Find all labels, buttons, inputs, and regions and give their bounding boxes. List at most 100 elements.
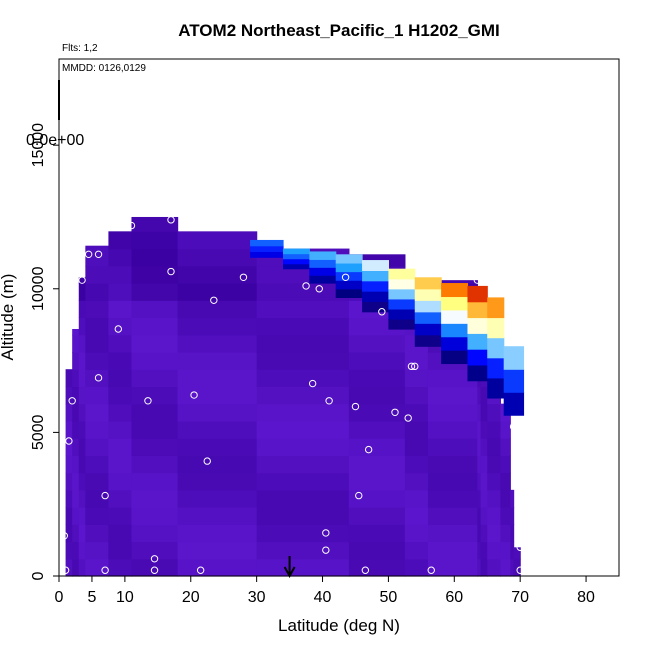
- arrow-head: [283, 566, 296, 579]
- heatmap-cell: [477, 420, 482, 439]
- heatmap-cell: [78, 507, 86, 525]
- heatmap-cell: [85, 403, 110, 422]
- heatmap-cell: [467, 364, 488, 382]
- heatmap-cell: [414, 323, 442, 336]
- heatmap-cell: [404, 351, 429, 370]
- heatmap-cell: [72, 403, 80, 422]
- heatmap-cell: [467, 349, 488, 366]
- heatmap-cell: [256, 489, 350, 508]
- heatmap-cell: [427, 386, 478, 405]
- heatmap-cell: [72, 472, 80, 491]
- heatmap-cell: [65, 472, 73, 491]
- heatmap-cell: [500, 455, 511, 474]
- heatmap-cell: [477, 524, 482, 543]
- heatmap-cell: [487, 541, 502, 560]
- heatmap-cell: [467, 333, 488, 350]
- heatmap-cell: [427, 489, 478, 508]
- heatmap-cell: [414, 277, 442, 290]
- observation-point: [473, 276, 482, 284]
- heatmap-cell: [487, 337, 505, 359]
- heatmap-cell: [177, 231, 258, 250]
- heatmap-cell: [362, 270, 390, 282]
- heatmap-cell: [503, 346, 525, 370]
- heatmap-cell: [414, 311, 442, 324]
- heatmap-cell: [477, 386, 482, 405]
- heatmap-cell: [427, 541, 478, 560]
- heatmap-cell: [108, 283, 133, 301]
- heatmap-cell: [72, 455, 80, 474]
- heatmap-cell: [85, 472, 110, 491]
- heatmap-cell: [85, 524, 110, 543]
- y-axis-label: Altitude (m): [0, 274, 17, 361]
- heatmap-cell: [500, 507, 511, 525]
- heatmap-cell: [72, 420, 80, 439]
- heatmap-cell: [65, 386, 73, 405]
- heatmap-cell: [500, 472, 511, 491]
- heatmap-cell: [78, 300, 86, 319]
- heatmap-cell: [503, 392, 525, 416]
- heatmap-cell: [256, 438, 350, 456]
- heatmap-cell: [500, 541, 511, 560]
- heatmap-cell: [500, 489, 511, 508]
- heatmap-cell: [65, 507, 73, 525]
- observation-point: [65, 437, 73, 445]
- heatmap-cell: [487, 489, 502, 508]
- y-tick-label: 10000: [30, 266, 47, 311]
- observation-point: [341, 273, 350, 281]
- observation-point: [84, 250, 93, 259]
- heatmap-cell: [177, 558, 258, 577]
- heatmap-cell: [256, 455, 350, 474]
- heatmap-cell: [500, 524, 511, 543]
- heatmap-cell: [131, 351, 179, 370]
- heatmap-cell: [283, 258, 310, 265]
- heatmap-cell: [177, 524, 258, 543]
- heatmap-cell: [480, 420, 488, 439]
- heatmap-cell: [131, 283, 179, 301]
- heatmap-cell: [480, 455, 488, 474]
- heatmap-cell: [85, 369, 110, 388]
- latitude-arrow-marker: [283, 556, 296, 579]
- heatmap-cell: [177, 420, 258, 439]
- heatmap-cell: [108, 248, 133, 267]
- heatmap-cell: [487, 317, 505, 339]
- observation-point: [78, 276, 86, 284]
- heatmap-cell: [348, 403, 406, 422]
- heatmap-cell: [404, 420, 429, 439]
- observation-point: [355, 491, 363, 500]
- heatmap-cell: [72, 334, 80, 353]
- heatmap-cell: [85, 455, 110, 474]
- heatmap-cell: [250, 251, 284, 258]
- heatmap-cell: [477, 455, 482, 474]
- heatmap-cell: [404, 541, 429, 560]
- heatmap-cell: [335, 280, 363, 290]
- colorbar-zero-label: 0.0e+00: [26, 132, 84, 149]
- heatmap-cell: [177, 489, 258, 508]
- heatmap-cell: [510, 524, 515, 543]
- observation-point: [60, 532, 68, 540]
- heatmap-cell: [441, 309, 469, 324]
- heatmap-cell: [487, 420, 502, 439]
- heatmap-cell: [177, 300, 258, 319]
- heatmap-cell: [427, 420, 478, 439]
- heatmap-cell: [441, 323, 469, 338]
- dates-note: MMDD: 0126,0129: [62, 63, 146, 74]
- heatmap-cell: [65, 524, 73, 543]
- heatmap-cell: [72, 369, 80, 388]
- heatmap-cell: [177, 283, 258, 301]
- x-tick-label: 70: [511, 589, 529, 606]
- heatmap-cell: [108, 524, 133, 543]
- heatmap-cell: [85, 386, 110, 405]
- heatmap-cell: [78, 317, 86, 336]
- heatmap-cell: [283, 263, 310, 270]
- observation-point: [407, 362, 416, 371]
- observation-point: [203, 457, 211, 465]
- heatmap-cell: [85, 334, 110, 353]
- heatmap-cell: [256, 507, 350, 525]
- heatmap-cell: [500, 420, 511, 439]
- heatmap-cell: [177, 351, 258, 370]
- observation-point: [351, 402, 360, 411]
- heatmap-cell: [78, 386, 86, 405]
- heatmap-cell: [78, 283, 86, 301]
- heatmap-cell: [480, 507, 488, 525]
- heatmap-cell: [388, 318, 416, 330]
